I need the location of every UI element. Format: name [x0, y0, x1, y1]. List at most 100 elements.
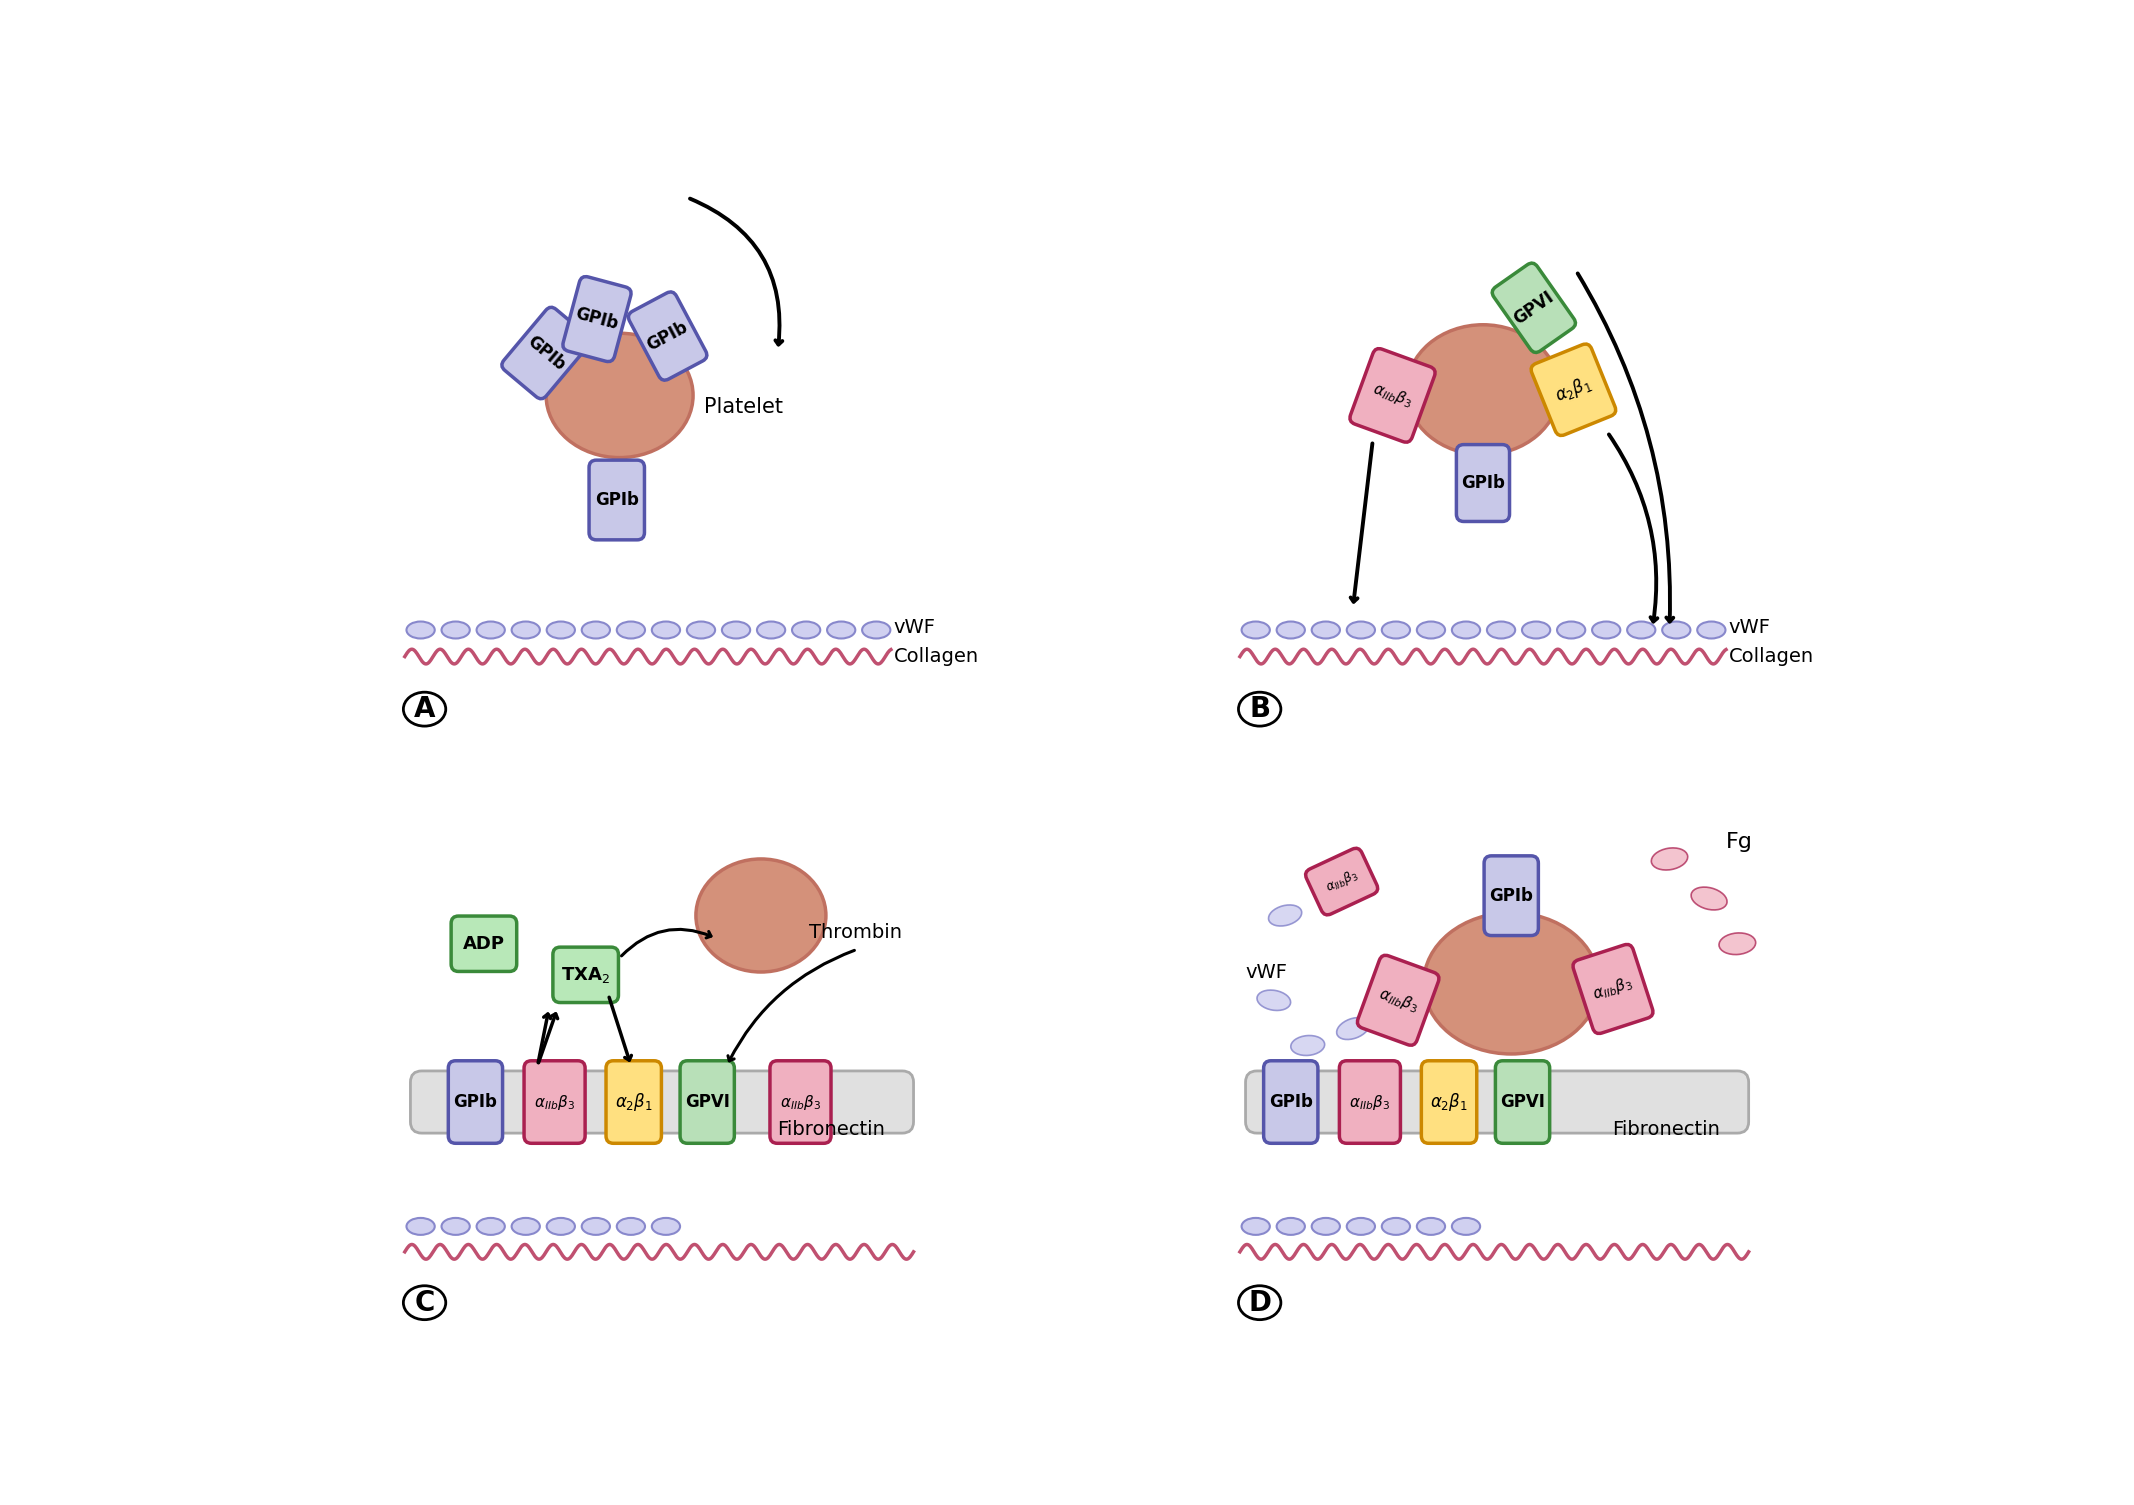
Text: Platelet: Platelet	[704, 397, 783, 417]
Ellipse shape	[1690, 886, 1726, 911]
Text: $\alpha_{IIb}\beta_3$: $\alpha_{IIb}\beta_3$	[1323, 867, 1361, 897]
Ellipse shape	[583, 1218, 610, 1236]
FancyBboxPatch shape	[450, 917, 516, 971]
Ellipse shape	[512, 622, 540, 638]
FancyBboxPatch shape	[1573, 945, 1654, 1034]
FancyBboxPatch shape	[501, 307, 591, 399]
Text: $\alpha_{IIb}\beta_3$: $\alpha_{IIb}\beta_3$	[534, 1093, 576, 1112]
Text: TXA$_2$: TXA$_2$	[561, 965, 610, 984]
FancyBboxPatch shape	[1246, 1072, 1748, 1133]
FancyBboxPatch shape	[1496, 1061, 1549, 1144]
Text: vWF: vWF	[1246, 963, 1287, 981]
FancyBboxPatch shape	[589, 461, 644, 540]
Ellipse shape	[1697, 622, 1726, 638]
FancyBboxPatch shape	[1530, 345, 1615, 435]
FancyBboxPatch shape	[1421, 1061, 1477, 1144]
FancyBboxPatch shape	[1357, 956, 1438, 1046]
Text: $\alpha_2\beta_1$: $\alpha_2\beta_1$	[1551, 372, 1594, 406]
Text: GPIb: GPIb	[1490, 886, 1532, 905]
Ellipse shape	[1720, 933, 1756, 954]
Text: GPIb: GPIb	[1270, 1093, 1312, 1111]
Text: $\alpha_{IIb}\beta_3$: $\alpha_{IIb}\beta_3$	[1590, 974, 1635, 1004]
Text: Thrombin: Thrombin	[809, 923, 903, 942]
Text: Fibronectin: Fibronectin	[777, 1120, 886, 1139]
Ellipse shape	[403, 1285, 446, 1320]
Ellipse shape	[546, 333, 694, 458]
Ellipse shape	[617, 1218, 644, 1236]
Ellipse shape	[1347, 622, 1374, 638]
FancyBboxPatch shape	[410, 1072, 913, 1133]
FancyBboxPatch shape	[1351, 349, 1436, 442]
Ellipse shape	[1268, 905, 1302, 926]
Text: vWF: vWF	[1729, 617, 1771, 637]
Text: A: A	[414, 695, 435, 722]
FancyBboxPatch shape	[1263, 1061, 1319, 1144]
Ellipse shape	[405, 622, 435, 638]
Ellipse shape	[1242, 622, 1270, 638]
Text: B: B	[1248, 695, 1270, 722]
Ellipse shape	[1242, 1218, 1270, 1236]
FancyBboxPatch shape	[1492, 263, 1575, 352]
FancyBboxPatch shape	[448, 1061, 504, 1144]
Ellipse shape	[1417, 1218, 1445, 1236]
Ellipse shape	[792, 622, 819, 638]
FancyBboxPatch shape	[627, 292, 706, 381]
Ellipse shape	[1238, 1285, 1280, 1320]
Ellipse shape	[1276, 622, 1304, 638]
Ellipse shape	[403, 692, 446, 725]
Ellipse shape	[687, 622, 715, 638]
FancyBboxPatch shape	[1306, 849, 1379, 915]
Text: GPVI: GPVI	[685, 1093, 730, 1111]
Ellipse shape	[1383, 1218, 1411, 1236]
Ellipse shape	[1291, 1035, 1325, 1055]
Ellipse shape	[546, 622, 574, 638]
Text: GPIb: GPIb	[455, 1093, 497, 1111]
Text: GPIb: GPIb	[644, 318, 691, 354]
Ellipse shape	[696, 859, 826, 972]
Text: Collagen: Collagen	[894, 647, 980, 667]
Text: $\alpha_2\beta_1$: $\alpha_2\beta_1$	[615, 1091, 653, 1114]
FancyBboxPatch shape	[1340, 1061, 1400, 1144]
FancyBboxPatch shape	[1483, 856, 1539, 936]
Ellipse shape	[1406, 325, 1560, 455]
Ellipse shape	[1383, 622, 1411, 638]
Ellipse shape	[1662, 622, 1690, 638]
Ellipse shape	[583, 622, 610, 638]
FancyBboxPatch shape	[770, 1061, 830, 1144]
Ellipse shape	[758, 622, 785, 638]
Ellipse shape	[651, 622, 681, 638]
Text: Fg: Fg	[1726, 832, 1752, 852]
Ellipse shape	[617, 622, 644, 638]
FancyBboxPatch shape	[681, 1061, 734, 1144]
Ellipse shape	[1312, 622, 1340, 638]
Text: $\alpha_2\beta_1$: $\alpha_2\beta_1$	[1430, 1091, 1468, 1114]
Ellipse shape	[1276, 1218, 1304, 1236]
Ellipse shape	[862, 622, 890, 638]
Ellipse shape	[721, 622, 751, 638]
Ellipse shape	[651, 1218, 681, 1236]
Ellipse shape	[546, 1218, 574, 1236]
Text: GPIb: GPIb	[1462, 474, 1504, 492]
FancyBboxPatch shape	[563, 277, 632, 361]
Text: ADP: ADP	[463, 935, 506, 953]
Text: GPVI: GPVI	[1511, 287, 1558, 328]
Ellipse shape	[1558, 622, 1586, 638]
Ellipse shape	[442, 622, 469, 638]
Text: D: D	[1248, 1288, 1272, 1317]
Ellipse shape	[1626, 622, 1656, 638]
Ellipse shape	[1423, 912, 1598, 1054]
Ellipse shape	[476, 1218, 506, 1236]
Text: vWF: vWF	[894, 617, 935, 637]
Text: GPIb: GPIb	[523, 333, 568, 375]
FancyBboxPatch shape	[606, 1061, 662, 1144]
Ellipse shape	[1522, 622, 1549, 638]
Text: $\alpha_{IIb}\beta_3$: $\alpha_{IIb}\beta_3$	[1370, 379, 1415, 411]
Ellipse shape	[1238, 692, 1280, 725]
Text: Collagen: Collagen	[1729, 647, 1814, 667]
Ellipse shape	[1336, 1017, 1370, 1040]
FancyBboxPatch shape	[525, 1061, 585, 1144]
Ellipse shape	[1417, 622, 1445, 638]
Text: GPIb: GPIb	[595, 491, 638, 509]
Ellipse shape	[828, 622, 856, 638]
Ellipse shape	[1347, 1218, 1374, 1236]
